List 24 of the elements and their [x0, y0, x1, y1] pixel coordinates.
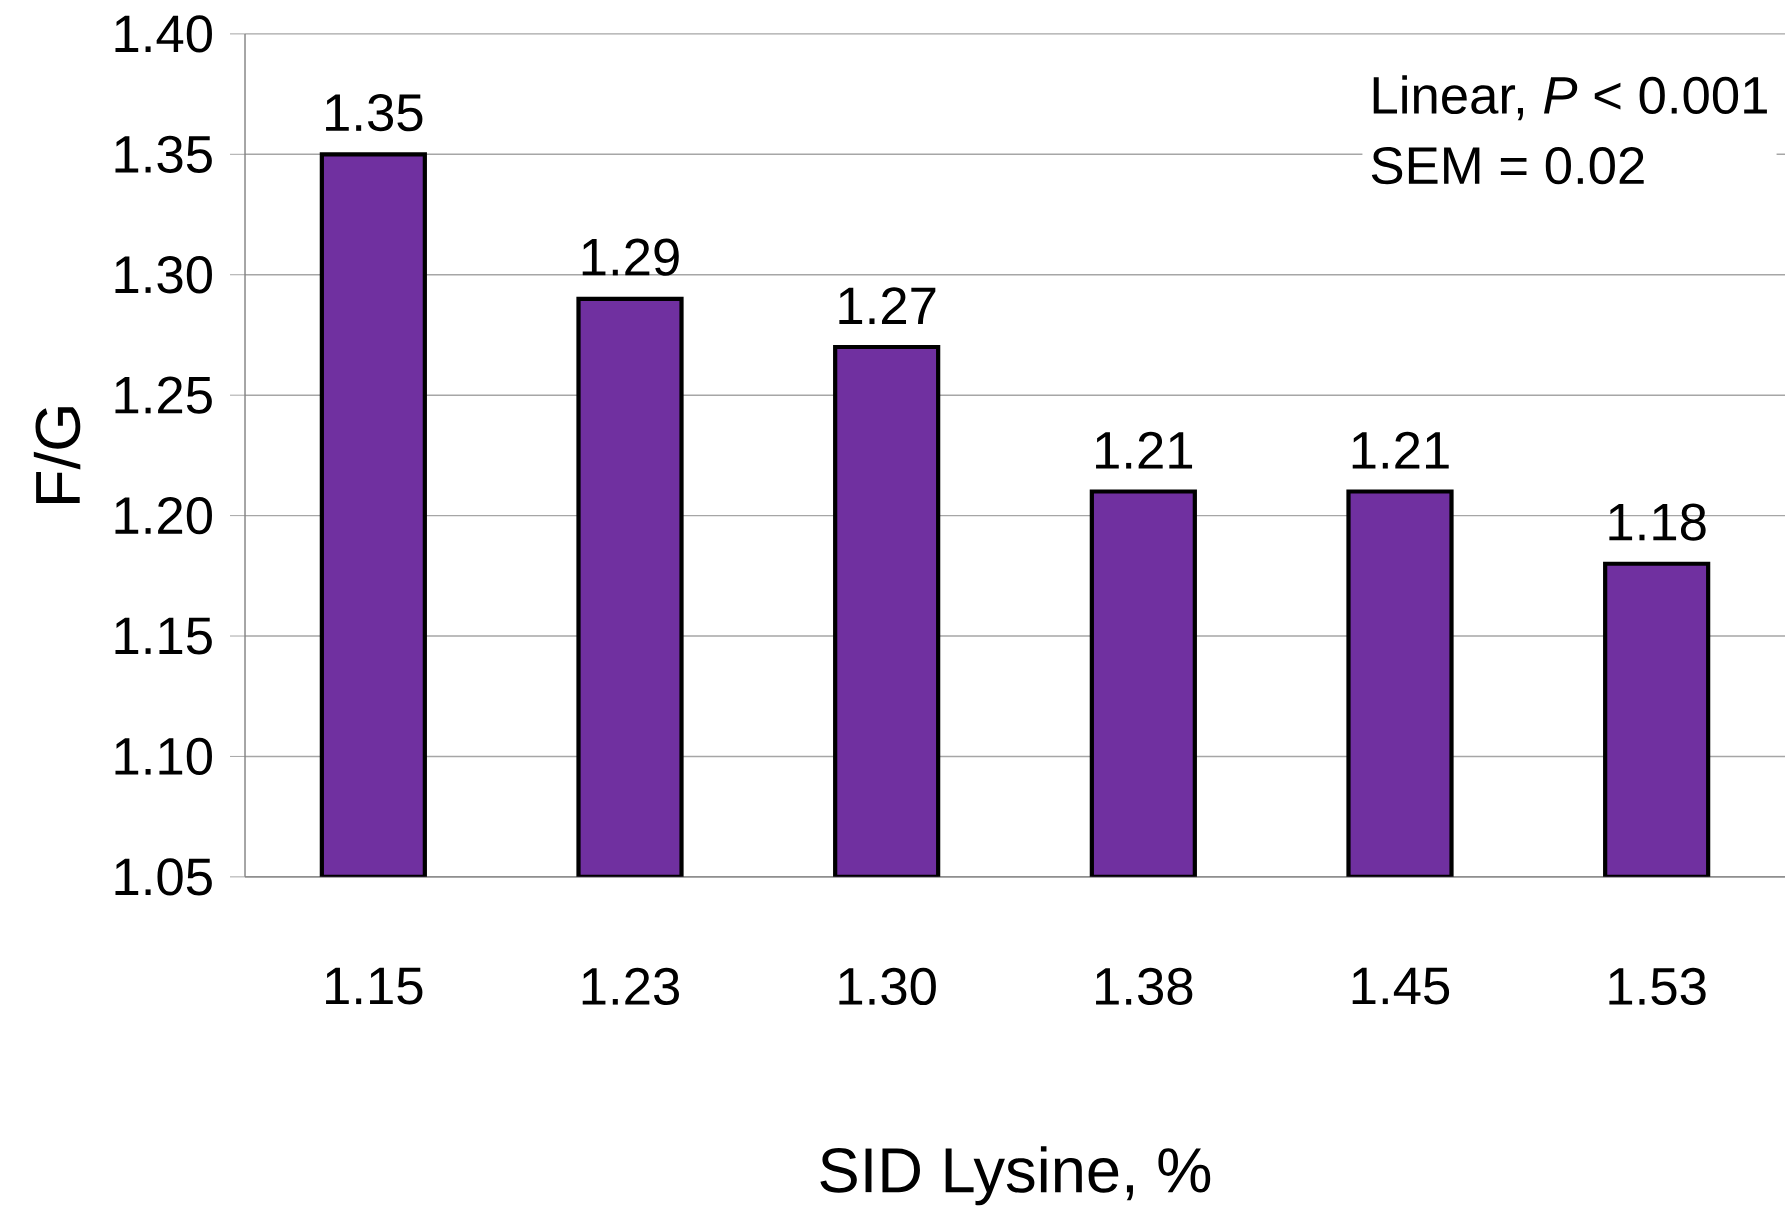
data-label: 1.21 [1352, 431, 1449, 469]
x-tick-label: 1.15 [326, 967, 423, 1005]
y-tick-label: 1.30 [115, 255, 212, 294]
annotation: SEM = 0.02 [1371, 146, 1644, 185]
x-tick-label: 1.23 [582, 967, 679, 1005]
y-tick-label: 1.05 [115, 857, 212, 896]
x-tick-label: 1.38 [1096, 967, 1193, 1005]
y-tick-label: 1.40 [115, 14, 212, 53]
y-tick-label: 1.10 [115, 737, 212, 775]
data-label: 1.27 [839, 286, 936, 324]
data-label: 1.35 [326, 93, 423, 132]
y-tick-label: 1.15 [115, 617, 212, 655]
data-label: 1.18 [1609, 503, 1706, 541]
y-axis-title: F/G [33, 407, 81, 503]
y-tick-label: 1.35 [115, 135, 212, 173]
x-tick-label: 1.30 [839, 967, 936, 1005]
data-label: 1.21 [1096, 431, 1193, 469]
x-axis-title: SID Lysine, % [820, 1146, 1211, 1206]
y-tick-label: 1.20 [115, 496, 212, 535]
x-tick-label: 1.53 [1609, 967, 1706, 1005]
annotation: Linear, P < 0.001 [1373, 75, 1767, 121]
data-label: 1.29 [582, 238, 679, 276]
x-tick-label: 1.45 [1352, 967, 1450, 1005]
y-tick-label: 1.25 [115, 376, 212, 414]
